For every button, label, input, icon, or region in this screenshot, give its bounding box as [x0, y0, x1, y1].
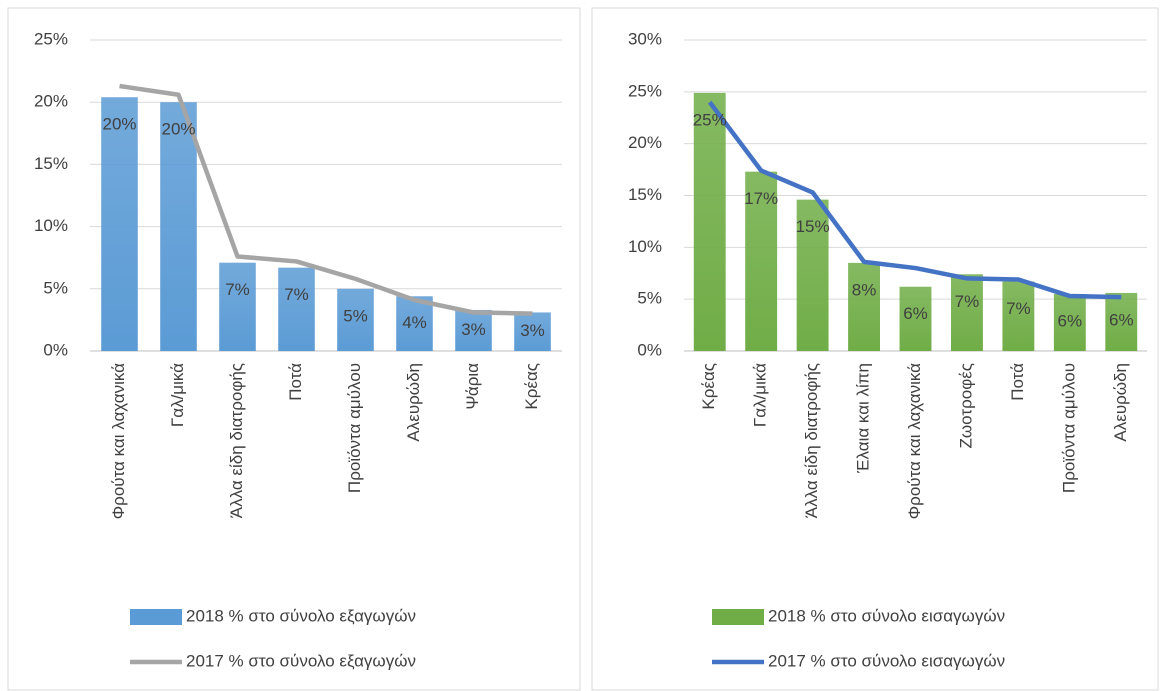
bar: [796, 199, 829, 351]
x-tick-label: Γαλ/μικά: [751, 363, 770, 427]
data-label: 20%: [161, 120, 195, 139]
x-tick-label: Προϊόντα αμύλου: [345, 363, 364, 493]
bar: [337, 288, 374, 351]
bar: [1053, 293, 1086, 351]
y-tick-label: 25%: [628, 81, 662, 100]
legend-label: 2017 % στο σύνολο εισαγωγών: [768, 651, 1005, 670]
data-label: 7%: [284, 285, 309, 304]
y-tick-label: 0%: [43, 340, 68, 359]
bar: [455, 309, 492, 351]
legend-swatch: [130, 609, 182, 625]
line: [119, 83, 533, 316]
data-label: 6%: [1058, 311, 1083, 330]
bar: [219, 262, 256, 351]
data-label: 4%: [402, 313, 427, 332]
x-tick-label: Άλλα είδη διατροφής: [802, 363, 821, 518]
legend-label: 2018 % στο σύνολο εξαγωγών: [186, 606, 416, 625]
data-label: 3%: [520, 321, 545, 340]
data-label: 7%: [225, 280, 250, 299]
x-tick-label: Κρέας: [522, 363, 541, 410]
legend-label: 2018 % στο σύνολο εισαγωγών: [768, 606, 1005, 625]
data-label: 6%: [903, 304, 928, 323]
data-label: 6%: [1109, 310, 1134, 329]
x-tick-label: Ποτά: [1008, 363, 1027, 401]
x-tick-label: Φρούτα και λαχανικά: [905, 363, 924, 520]
x-tick-label: Ποτά: [286, 363, 305, 401]
x-tick-label: Ψάρια: [463, 363, 482, 410]
y-tick-label: 15%: [34, 154, 68, 173]
data-label: 15%: [796, 217, 830, 236]
data-label: 25%: [693, 110, 727, 129]
y-tick-label: 30%: [628, 29, 662, 48]
bar: [693, 92, 726, 352]
bar: [899, 286, 932, 351]
x-tick-label: Προϊόντα αμύλου: [1059, 363, 1078, 493]
data-label: 17%: [744, 189, 778, 208]
bar: [1105, 292, 1138, 351]
bar: [1002, 281, 1035, 351]
y-tick-label: 5%: [637, 289, 662, 308]
legend-label: 2017 % στο σύνολο εξαγωγών: [186, 651, 416, 670]
y-tick-label: 10%: [628, 237, 662, 256]
bar: [514, 312, 551, 351]
line: [707, 100, 1122, 300]
x-tick-label: Ζωοτροφές: [956, 363, 975, 449]
data-label: 5%: [343, 306, 368, 325]
bar: [278, 267, 315, 351]
data-label: 7%: [1006, 299, 1031, 318]
x-tick-label: Γαλ/μικά: [168, 363, 187, 427]
x-tick-label: Αλευρώδη: [1111, 363, 1130, 442]
x-tick-label: Άλλα είδη διατροφής: [227, 363, 246, 518]
bar: [160, 102, 197, 351]
x-tick-label: Αλευρώδη: [404, 363, 423, 442]
data-label: 7%: [955, 292, 980, 311]
legend-swatch: [712, 609, 764, 625]
x-tick-label: Κρέας: [699, 363, 718, 410]
bar: [101, 97, 138, 351]
bar: [848, 262, 881, 351]
bar: [745, 171, 778, 351]
y-tick-label: 25%: [34, 29, 68, 48]
x-tick-label: Έλαια και λίπη: [854, 363, 873, 474]
bar: [950, 274, 983, 351]
bar: [396, 296, 433, 351]
panel-border: [7, 7, 581, 691]
y-tick-label: 20%: [34, 92, 68, 111]
y-tick-label: 10%: [34, 216, 68, 235]
y-tick-label: 15%: [628, 185, 662, 204]
x-tick-label: Φρούτα και λαχανικά: [109, 363, 128, 520]
y-tick-label: 5%: [43, 278, 68, 297]
data-label: 8%: [852, 280, 877, 299]
data-label: 20%: [102, 115, 136, 134]
y-tick-label: 20%: [628, 133, 662, 152]
panel-border: [591, 7, 1159, 691]
data-label: 3%: [461, 320, 486, 339]
y-tick-label: 0%: [637, 340, 662, 359]
